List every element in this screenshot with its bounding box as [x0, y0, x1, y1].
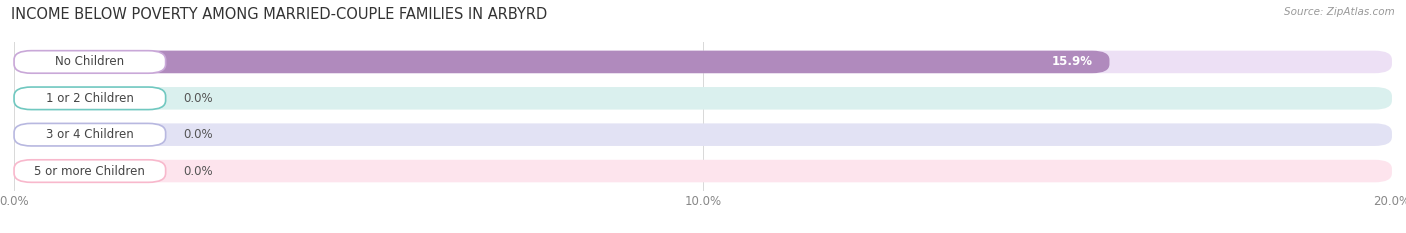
Text: 0.0%: 0.0% — [183, 128, 212, 141]
FancyBboxPatch shape — [14, 123, 1392, 146]
FancyBboxPatch shape — [14, 87, 1392, 110]
Text: 15.9%: 15.9% — [1052, 55, 1092, 69]
Text: Source: ZipAtlas.com: Source: ZipAtlas.com — [1284, 7, 1395, 17]
Text: 5 or more Children: 5 or more Children — [34, 164, 145, 178]
FancyBboxPatch shape — [14, 160, 166, 182]
Text: 0.0%: 0.0% — [183, 164, 212, 178]
FancyBboxPatch shape — [14, 123, 166, 146]
Text: No Children: No Children — [55, 55, 124, 69]
FancyBboxPatch shape — [14, 160, 1392, 182]
FancyBboxPatch shape — [14, 51, 1109, 73]
Text: 3 or 4 Children: 3 or 4 Children — [46, 128, 134, 141]
Text: INCOME BELOW POVERTY AMONG MARRIED-COUPLE FAMILIES IN ARBYRD: INCOME BELOW POVERTY AMONG MARRIED-COUPL… — [11, 7, 547, 22]
FancyBboxPatch shape — [14, 51, 1392, 73]
FancyBboxPatch shape — [14, 87, 166, 110]
FancyBboxPatch shape — [14, 51, 166, 73]
Text: 0.0%: 0.0% — [183, 92, 212, 105]
Text: 1 or 2 Children: 1 or 2 Children — [46, 92, 134, 105]
